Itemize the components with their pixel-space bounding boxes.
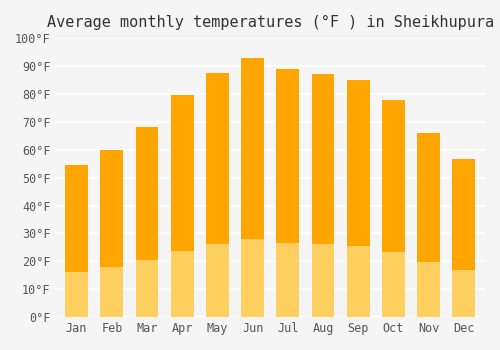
Bar — [347, 80, 370, 317]
Bar — [136, 260, 158, 317]
Bar — [65, 165, 88, 317]
Bar — [417, 133, 440, 317]
Bar — [452, 160, 475, 317]
Bar — [65, 272, 88, 317]
Bar — [382, 252, 405, 317]
Bar — [312, 244, 334, 317]
Bar — [276, 69, 299, 317]
Bar — [136, 127, 158, 317]
Title: Average monthly temperatures (°F ) in Sheikhupura: Average monthly temperatures (°F ) in Sh… — [46, 15, 494, 30]
Bar — [347, 246, 370, 317]
Bar — [100, 150, 124, 317]
Bar — [171, 251, 194, 317]
Bar — [206, 73, 229, 317]
Bar — [452, 270, 475, 317]
Bar — [100, 267, 124, 317]
Bar — [171, 95, 194, 317]
Bar — [312, 75, 334, 317]
Bar — [206, 244, 229, 317]
Bar — [241, 58, 264, 317]
Bar — [382, 99, 405, 317]
Bar — [241, 239, 264, 317]
Bar — [417, 262, 440, 317]
Bar — [276, 243, 299, 317]
